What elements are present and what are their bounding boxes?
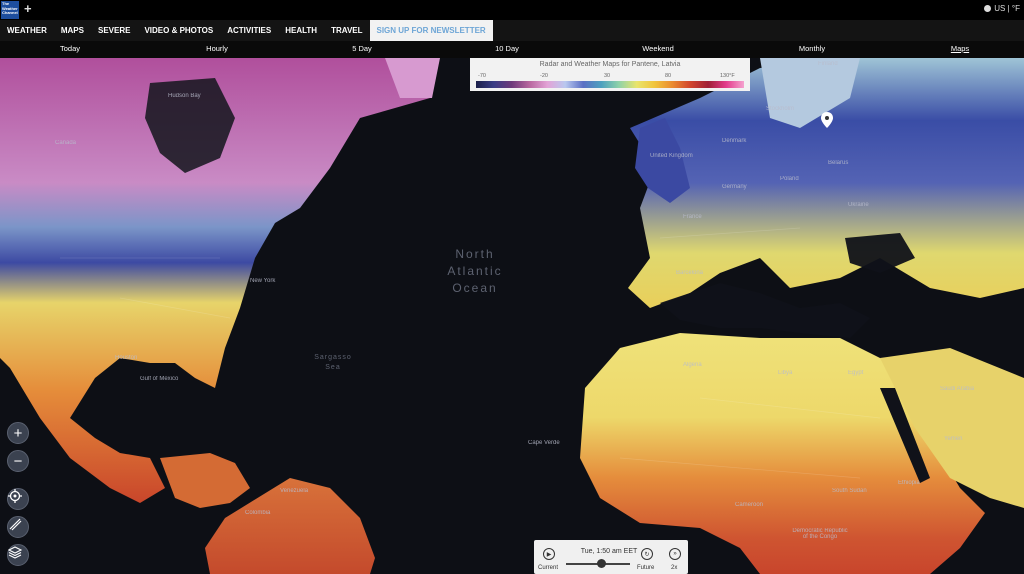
legend-title: Radar and Weather Maps for Pantene, Latv… <box>470 61 750 68</box>
nav-video-photos[interactable]: VIDEO & PHOTOS <box>137 20 220 41</box>
layers-button[interactable] <box>7 544 29 566</box>
ocean-label-line1: North <box>430 246 520 263</box>
map-label-egypt: Egypt <box>848 370 863 376</box>
tab-weekend[interactable]: Weekend <box>642 44 674 53</box>
timeline-player: ▶ Tue, 1:50 am EET ↻ » Current Future 2x <box>534 540 688 574</box>
tab-monthly[interactable]: Monthly <box>799 44 825 53</box>
map-label-poland: Poland <box>780 176 799 182</box>
tab-10-day[interactable]: 10 Day <box>495 44 519 53</box>
sargasso-sea-label: Sargasso Sea <box>308 353 358 373</box>
map-label-france: France <box>683 214 702 220</box>
legend-tick: 30 <box>604 73 610 79</box>
tab-maps[interactable]: Maps <box>951 44 969 53</box>
map-label-ukraine: Ukraine <box>848 202 869 208</box>
map-label-colombia: Colombia <box>245 510 270 516</box>
tab-today[interactable]: Today <box>60 44 80 53</box>
ocean-label: North Atlantic Ocean <box>430 246 520 297</box>
weather-channel-logo[interactable]: The Weather Channel <box>1 1 19 19</box>
map-label-united-kingdom: United Kingdom <box>650 153 693 159</box>
map-label-belarus: Belarus <box>828 160 848 166</box>
zoom-in-button[interactable]: + <box>7 422 29 444</box>
nav-maps[interactable]: MAPS <box>54 20 91 41</box>
locale-label: US | °F <box>994 4 1020 13</box>
map-label-libya: Libya <box>778 370 792 376</box>
crosshair-icon <box>8 489 22 503</box>
refresh-icon: ↻ <box>644 551 649 558</box>
nav-health[interactable]: HEALTH <box>278 20 324 41</box>
tab-5-day[interactable]: 5 Day <box>352 44 372 53</box>
sargasso-label-line2: Sea <box>308 363 358 373</box>
zoom-out-button[interactable]: − <box>7 450 29 472</box>
temperature-legend: Radar and Weather Maps for Pantene, Latv… <box>470 58 750 91</box>
main-nav: WEATHER MAPS SEVERE VIDEO & PHOTOS ACTIV… <box>0 20 1024 41</box>
map-label-gulf-of-mexico: Gulf of Mexico <box>140 376 178 382</box>
legend-tick: 130°F <box>720 73 735 79</box>
draw-tool-button[interactable] <box>7 516 29 538</box>
play-icon: ▶ <box>547 551 552 558</box>
map-label-saudi-arabia: Saudi Arabia <box>940 386 974 392</box>
play-button[interactable]: ▶ <box>543 548 555 560</box>
locate-button[interactable] <box>7 488 29 510</box>
temperature-overlay <box>0 58 1024 574</box>
map-label-barcelona: Barcelona <box>676 270 703 276</box>
map-label-hudson-bay: Hudson Bay <box>168 93 201 99</box>
central-america-landmass <box>160 453 250 508</box>
map-label-houston: Houston <box>115 355 137 361</box>
map-label-canada: Canada <box>55 140 76 146</box>
timeline-slider-handle[interactable] <box>597 559 606 568</box>
ocean-label-line3: Ocean <box>430 280 520 297</box>
map-label-finland: Finland <box>818 61 838 67</box>
speed-button[interactable]: » <box>669 548 681 560</box>
ocean-label-line2: Atlantic <box>430 263 520 280</box>
layers-icon <box>8 545 22 559</box>
nav-weather[interactable]: WEATHER <box>0 20 54 41</box>
weather-map[interactable]: North Atlantic Ocean Sargasso Sea Canada… <box>0 58 1024 574</box>
map-label-yemen: Yemen <box>944 436 962 442</box>
refresh-button[interactable]: ↻ <box>641 548 653 560</box>
map-label-south-sudan: South Sudan <box>832 488 867 494</box>
future-label: Future <box>637 565 654 571</box>
fast-forward-icon: » <box>673 551 676 557</box>
legend-ticks: -70 -20 30 80 130°F <box>476 73 744 81</box>
nav-travel[interactable]: TRAVEL <box>324 20 369 41</box>
legend-tick: -20 <box>540 73 548 79</box>
map-label-venezuela: Venezuela <box>280 488 308 494</box>
logo-text-line3: Channel <box>2 11 18 16</box>
sargasso-label-line1: Sargasso <box>308 353 358 363</box>
tab-hourly[interactable]: Hourly <box>206 44 228 53</box>
globe-icon <box>984 5 991 12</box>
speed-label: 2x <box>671 565 677 571</box>
nav-activities[interactable]: ACTIVITIES <box>220 20 278 41</box>
map-label-drc: Democratic Republic of the Congo <box>790 528 850 540</box>
map-label-algeria: Algeria <box>683 362 702 368</box>
nav-severe[interactable]: SEVERE <box>91 20 137 41</box>
legend-color-scale <box>476 81 744 88</box>
map-label-ethiopia: Ethiopia <box>898 480 920 486</box>
legend-tick: 80 <box>665 73 671 79</box>
current-label: Current <box>538 565 558 571</box>
map-label-cape-verde: Cape Verde <box>528 440 560 446</box>
legend-tick: -70 <box>478 73 486 79</box>
map-label-stockholm: Stockholm <box>766 106 794 112</box>
top-bar: The Weather Channel + US | °F <box>0 0 1024 20</box>
locale-selector[interactable]: US | °F <box>984 4 1020 13</box>
map-label-germany: Germany <box>722 184 747 190</box>
slash-icon <box>8 517 22 531</box>
forecast-tabs: Today Hourly 5 Day 10 Day Weekend Monthl… <box>0 41 1024 58</box>
newsletter-signup-button[interactable]: SIGN UP FOR NEWSLETTER <box>370 20 493 41</box>
plus-icon[interactable]: + <box>24 1 32 16</box>
map-label-cameroon: Cameroon <box>735 502 763 508</box>
map-label-new-york: New York <box>250 278 275 284</box>
map-label-denmark: Denmark <box>722 138 746 144</box>
